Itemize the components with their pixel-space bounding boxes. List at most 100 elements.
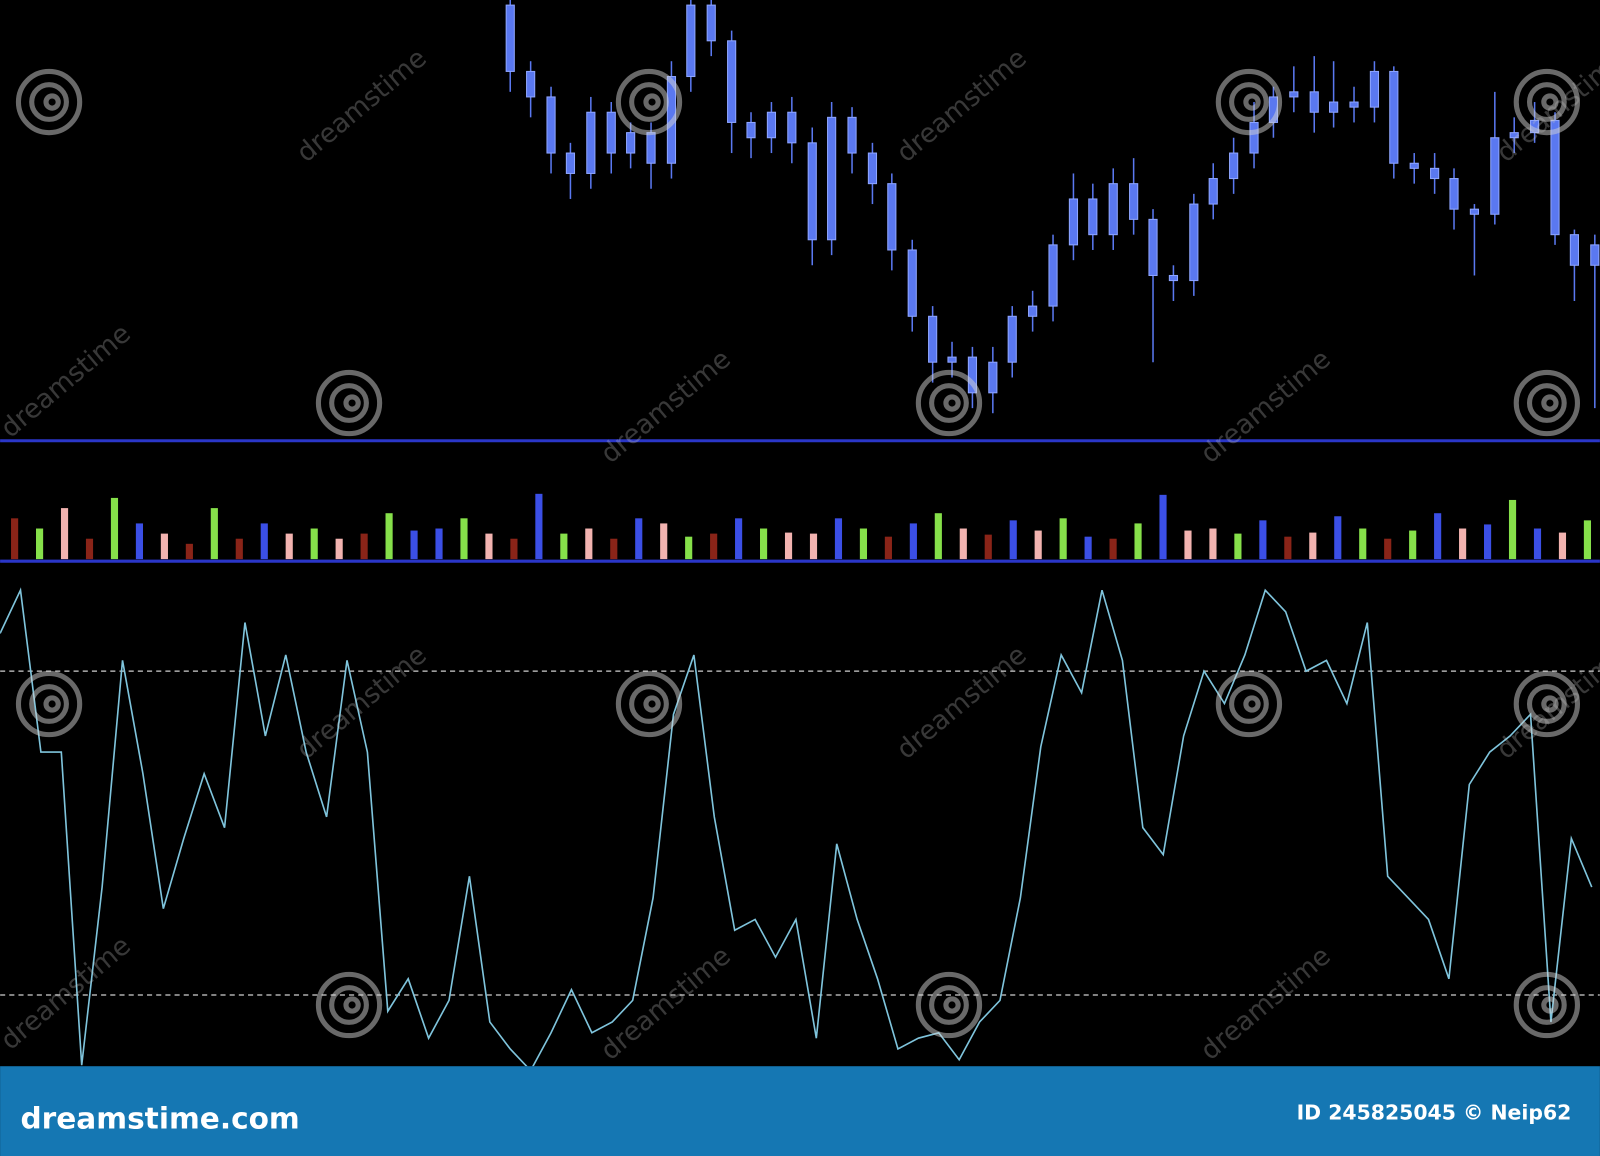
candle-body bbox=[1007, 315, 1017, 363]
watermark-logo bbox=[15, 68, 83, 136]
volume-bar bbox=[585, 528, 593, 560]
volume-bar bbox=[460, 518, 468, 560]
candle-body bbox=[526, 70, 536, 98]
oscillator-line bbox=[0, 587, 1593, 1067]
candle-body bbox=[1249, 121, 1259, 154]
volume-bar bbox=[1184, 530, 1192, 560]
volume-bar bbox=[834, 518, 843, 560]
candle-body bbox=[1189, 203, 1199, 282]
volume-bar bbox=[210, 508, 218, 560]
candle-body bbox=[1088, 198, 1098, 236]
volume-bar bbox=[909, 523, 917, 560]
volume-bar bbox=[959, 528, 967, 560]
volume-bar bbox=[135, 523, 144, 560]
candle-body bbox=[1569, 234, 1579, 266]
volume-bar bbox=[735, 518, 743, 560]
volume-bar bbox=[635, 518, 643, 560]
volume-bar bbox=[60, 508, 69, 560]
candle-body bbox=[1369, 70, 1380, 108]
candle-body bbox=[988, 361, 998, 394]
watermark-logo bbox=[1541, 695, 1559, 713]
volume-bar bbox=[934, 513, 942, 560]
watermark-logo bbox=[1229, 82, 1269, 122]
volume-bar bbox=[884, 536, 892, 560]
candle-body bbox=[1108, 183, 1118, 236]
watermark-logo bbox=[1513, 369, 1581, 437]
candle-body bbox=[1309, 91, 1319, 113]
volume-bar bbox=[385, 513, 393, 560]
candle-body bbox=[746, 121, 756, 139]
watermark-logo bbox=[1243, 93, 1261, 111]
candle-body bbox=[1469, 208, 1480, 215]
volume-bar bbox=[560, 533, 568, 560]
candle-body bbox=[766, 111, 777, 139]
volume-bar bbox=[1434, 513, 1442, 560]
candle-body bbox=[1208, 178, 1218, 205]
volume-bar bbox=[360, 533, 368, 560]
candle-body bbox=[546, 96, 556, 154]
watermark-logo bbox=[315, 971, 383, 1039]
candle-body bbox=[1449, 178, 1459, 210]
volume-bar bbox=[1309, 532, 1317, 560]
candle-body bbox=[807, 142, 817, 241]
volume-bar bbox=[1209, 528, 1217, 560]
candle-body bbox=[947, 356, 957, 363]
candle-body bbox=[606, 111, 616, 154]
candle-body bbox=[1028, 305, 1038, 317]
volume-bar bbox=[984, 534, 992, 560]
volume-bar bbox=[859, 528, 868, 560]
volume-bar bbox=[485, 533, 493, 560]
watermark-logo bbox=[29, 684, 69, 724]
candle-body bbox=[827, 116, 837, 241]
watermark-logo bbox=[1526, 684, 1567, 724]
volume-bar bbox=[1134, 523, 1142, 560]
watermark-logo bbox=[943, 394, 961, 412]
watermark-logo bbox=[1541, 394, 1559, 412]
footer-credit: ID 245825045 © Neip62 bbox=[1297, 1100, 1572, 1124]
oscillator-panel bbox=[0, 587, 1600, 1067]
watermark-logo bbox=[343, 394, 361, 412]
candle-body bbox=[1168, 274, 1179, 282]
candle-body bbox=[847, 116, 857, 154]
volume-bar bbox=[784, 532, 793, 560]
watermark-logo bbox=[1229, 684, 1269, 724]
watermark-logo bbox=[1513, 971, 1581, 1039]
volume-bar bbox=[85, 538, 94, 560]
volume-bar bbox=[1284, 536, 1292, 560]
volume-bar bbox=[235, 538, 243, 560]
candle-body bbox=[646, 132, 656, 164]
candle-body bbox=[727, 40, 737, 123]
candle-body bbox=[1590, 244, 1600, 266]
watermark-logo bbox=[929, 383, 969, 423]
volume-bar bbox=[11, 518, 19, 560]
watermark-logo bbox=[629, 82, 669, 122]
candle-body bbox=[1129, 183, 1139, 220]
volume-bar bbox=[1109, 538, 1117, 560]
watermark-logo bbox=[629, 684, 669, 724]
volume-bar bbox=[1159, 494, 1167, 560]
candle-body bbox=[907, 249, 917, 317]
candle-body bbox=[1409, 162, 1419, 169]
watermark-logo bbox=[29, 82, 69, 122]
watermark-logo bbox=[1243, 695, 1261, 713]
volume-bar bbox=[410, 530, 418, 560]
watermark-logo bbox=[1526, 383, 1567, 423]
volume-bar bbox=[285, 533, 293, 560]
watermark-logo bbox=[1513, 670, 1581, 738]
candle-body bbox=[1229, 152, 1239, 180]
volume-bar bbox=[1334, 516, 1342, 560]
watermark-logo bbox=[1541, 996, 1559, 1014]
volume-bar bbox=[1533, 528, 1542, 560]
watermark-logo bbox=[1215, 670, 1283, 738]
candle-body bbox=[1490, 137, 1500, 215]
watermark-logo bbox=[1513, 68, 1581, 136]
volume-bar bbox=[310, 528, 318, 560]
volume-bar bbox=[335, 538, 343, 560]
volume-bar bbox=[535, 493, 543, 560]
volume-bar bbox=[1459, 528, 1467, 560]
volume-bar bbox=[160, 533, 168, 560]
volume-bar bbox=[710, 533, 718, 560]
candle-body bbox=[706, 4, 716, 42]
watermark-logo bbox=[915, 971, 983, 1039]
